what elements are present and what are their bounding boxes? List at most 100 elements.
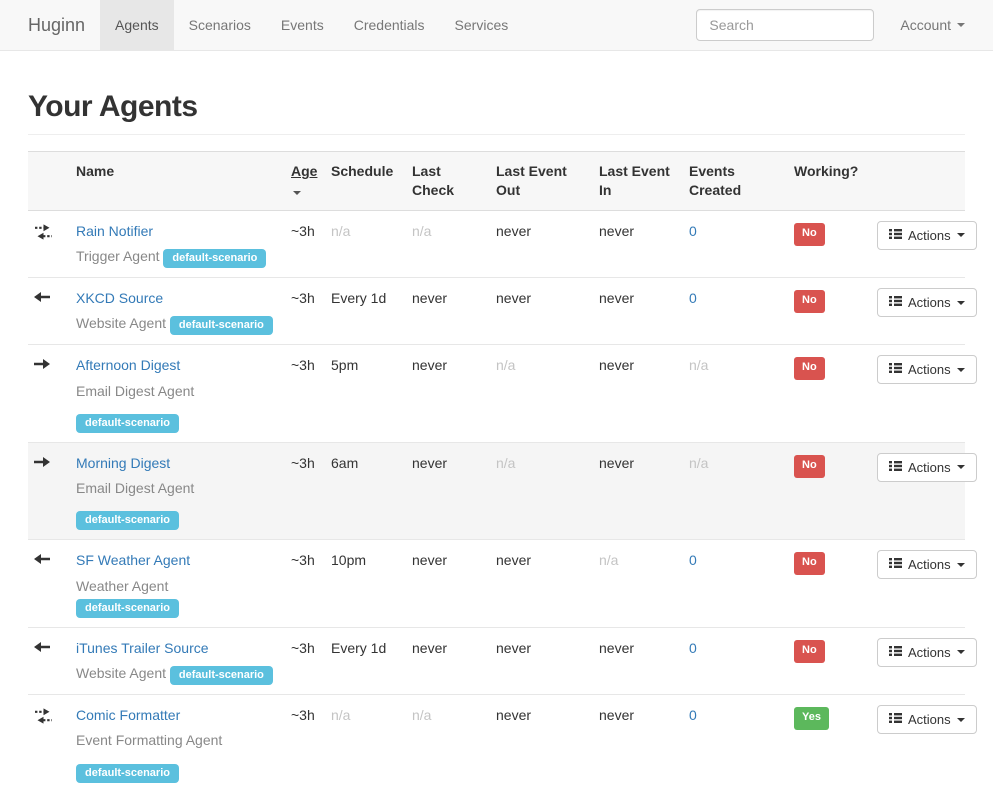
nav-item-events[interactable]: Events xyxy=(280,17,324,33)
last-check-cell: never xyxy=(404,344,488,443)
scenario-badge[interactable]: default-scenario xyxy=(163,249,267,269)
last-event-out-cell: never xyxy=(496,222,532,239)
schedule-cell: n/a xyxy=(323,694,404,792)
age-cell: ~3h xyxy=(291,222,315,239)
caret-down-icon xyxy=(956,717,965,722)
events-created-link[interactable]: 0 xyxy=(689,290,697,307)
caret-down-icon xyxy=(956,233,965,238)
agent-type-label: Email Digest Agent xyxy=(76,480,195,497)
agent-type-label: Website Agent xyxy=(76,665,167,682)
col-header-age[interactable]: Age xyxy=(283,151,323,211)
age-cell: ~3h xyxy=(283,441,323,540)
agent-name-link[interactable]: Morning Digest xyxy=(76,454,171,471)
navbar-right: Account xyxy=(696,0,993,50)
scenario-badge[interactable]: default-scenario xyxy=(169,666,273,686)
list-icon xyxy=(889,712,902,727)
nav-item-credentials[interactable]: Credentials xyxy=(353,17,425,33)
agent-name-link[interactable]: Comic Formatter xyxy=(76,707,181,724)
caret-down-icon xyxy=(956,562,965,567)
account-menu[interactable]: Account xyxy=(900,17,965,33)
col-header-name[interactable]: Name xyxy=(68,151,283,211)
col-header-actions xyxy=(866,151,965,211)
left-arrow-icon xyxy=(34,553,60,565)
working-badge: No xyxy=(794,357,825,381)
events-created-link[interactable]: 0 xyxy=(689,707,697,724)
navbar: Huginn Agents Scenarios Events Credentia… xyxy=(0,0,993,51)
col-header-last-check[interactable]: Last Check xyxy=(404,151,488,211)
schedule-cell: n/a xyxy=(331,222,351,239)
col-header-last-event-out[interactable]: Last Event Out xyxy=(488,151,591,211)
right-arrow-icon xyxy=(34,456,60,468)
agent-name-link[interactable]: iTunes Trailer Source xyxy=(76,639,209,656)
scenario-badge[interactable]: default-scenario xyxy=(76,413,179,433)
actions-button[interactable]: Actions xyxy=(877,288,977,318)
last-event-in-cell: never xyxy=(591,277,681,345)
account-label: Account xyxy=(900,17,951,33)
col-header-last-event-in[interactable]: Last Event In xyxy=(591,151,681,211)
actions-button[interactable]: Actions xyxy=(877,550,977,580)
col-header-working: Working? xyxy=(786,151,866,211)
schedule-cell: 5pm xyxy=(323,344,404,443)
list-icon xyxy=(889,460,902,475)
working-badge: No xyxy=(794,290,825,313)
sort-caret-icon xyxy=(293,190,301,195)
agent-type-label: Email Digest Agent xyxy=(76,382,195,399)
last-check-cell: n/a xyxy=(404,694,488,792)
actions-button[interactable]: Actions xyxy=(877,705,977,735)
working-badge: No xyxy=(794,552,825,576)
bidirectional-arrows-icon xyxy=(34,708,60,724)
scenario-badge[interactable]: default-scenario xyxy=(169,316,273,336)
table-row: iTunes Trailer Source Website Agent defa… xyxy=(28,626,977,695)
last-event-out-cell: never xyxy=(488,694,591,792)
last-check-cell: never xyxy=(404,277,488,345)
brand-huginn[interactable]: Huginn xyxy=(28,15,86,35)
last-event-out-cell: never xyxy=(488,539,591,628)
last-event-out-cell: never xyxy=(488,277,591,345)
nav-item-scenarios[interactable]: Scenarios xyxy=(188,17,251,33)
last-check-cell: never xyxy=(404,441,488,540)
agent-name-link[interactable]: SF Weather Agent xyxy=(76,552,191,569)
scenario-badge[interactable]: default-scenario xyxy=(76,763,179,783)
age-cell: ~3h xyxy=(283,277,323,345)
events-created-link[interactable]: 0 xyxy=(689,222,697,239)
events-created-link[interactable]: 0 xyxy=(689,639,697,656)
actions-button[interactable]: Actions xyxy=(877,355,977,385)
last-check-cell: n/a xyxy=(412,222,432,239)
working-badge: No xyxy=(794,454,825,478)
agent-name-link[interactable]: XKCD Source xyxy=(76,290,164,307)
agent-name-link[interactable]: Afternoon Digest xyxy=(76,357,181,374)
col-header-events-created: Events Created xyxy=(681,151,786,211)
last-event-in-cell: never xyxy=(591,694,681,792)
table-header-row: Name Age Schedule Last Check Last Event … xyxy=(28,151,965,211)
caret-down-icon xyxy=(956,300,965,305)
actions-button[interactable]: Actions xyxy=(877,452,977,482)
list-icon xyxy=(889,645,902,660)
nav-item-agents[interactable]: Agents xyxy=(100,0,174,50)
agent-name-link[interactable]: Rain Notifier xyxy=(76,222,154,239)
search-input[interactable] xyxy=(696,9,875,41)
agent-type-label: Weather Agent xyxy=(76,577,169,594)
events-created-link[interactable]: 0 xyxy=(689,552,697,569)
main-content: Your Agents Name Age Schedule Last Check… xyxy=(0,90,993,792)
nav-item-services[interactable]: Services xyxy=(454,17,509,33)
agents-table: Name Age Schedule Last Check Last Event … xyxy=(28,151,977,792)
scenario-badge[interactable]: default-scenario xyxy=(76,598,179,618)
age-cell: ~3h xyxy=(283,344,323,443)
age-cell: ~3h xyxy=(283,626,323,695)
last-check-cell: never xyxy=(404,626,488,695)
list-icon xyxy=(889,557,902,572)
list-icon xyxy=(889,295,902,310)
schedule-cell: 6am xyxy=(323,441,404,540)
schedule-cell: Every 1d xyxy=(323,277,404,345)
age-cell: ~3h xyxy=(283,694,323,792)
last-event-in-cell: never xyxy=(591,344,681,443)
actions-button[interactable]: Actions xyxy=(877,220,977,250)
events-created-link: n/a xyxy=(689,454,709,471)
events-created-link: n/a xyxy=(689,357,709,374)
working-badge: No xyxy=(794,639,825,663)
actions-button[interactable]: Actions xyxy=(877,637,977,667)
agent-type-label: Event Formatting Agent xyxy=(76,732,223,749)
scenario-badge[interactable]: default-scenario xyxy=(76,511,179,531)
caret-down-icon xyxy=(956,367,965,372)
left-arrow-icon xyxy=(34,641,60,653)
